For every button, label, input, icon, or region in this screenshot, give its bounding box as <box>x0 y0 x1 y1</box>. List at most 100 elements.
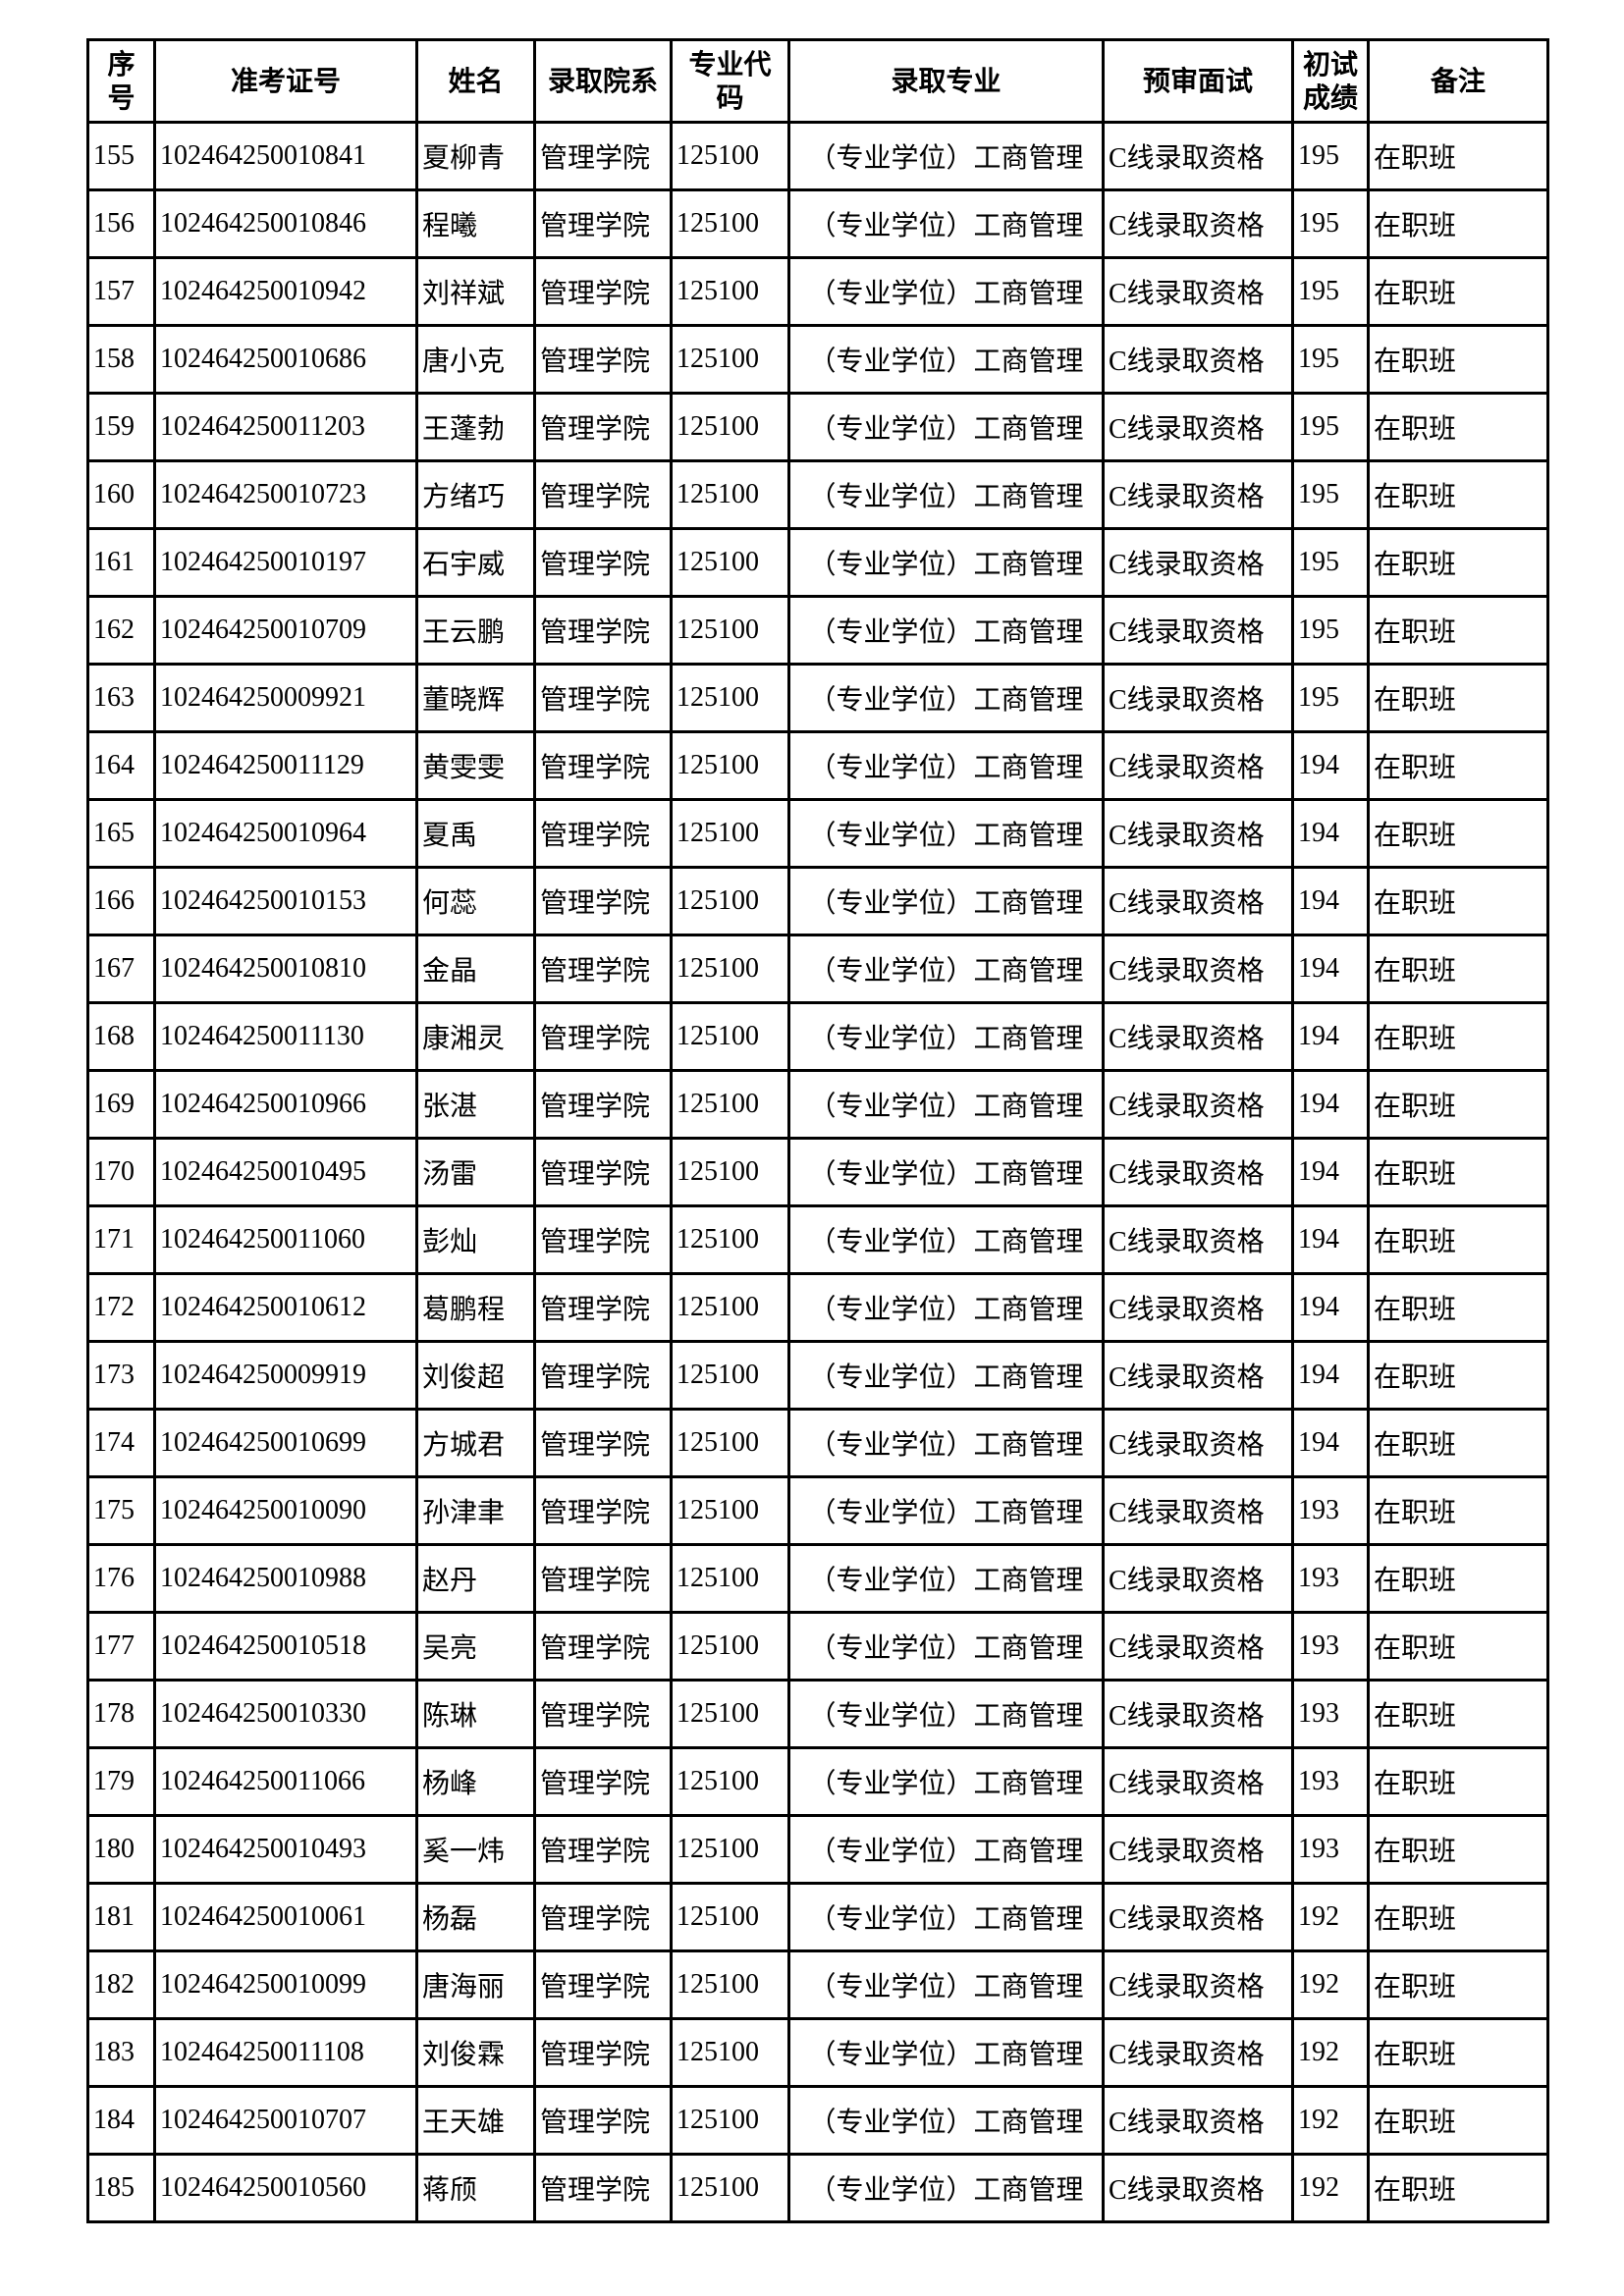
header-name: 姓名 <box>415 38 536 124</box>
cell-name: 何蕊 <box>415 866 536 936</box>
cell-seq-no: 165 <box>86 798 156 869</box>
cell-department: 管理学院 <box>533 1949 673 2020</box>
cell-major: （专业学位）工商管理 <box>787 2017 1105 2088</box>
table-row: 181 102464250010061 杨磊 管理学院 125100 （专业学位）工商管理… <box>86 1882 1549 1952</box>
table-row: 173 102464250009919 刘俊超 管理学院 125100 （专业学位）工商管… <box>86 1340 1549 1411</box>
cell-interview: C线录取资格 <box>1102 1475 1294 1546</box>
cell-score: 194 <box>1291 934 1370 1004</box>
header-remark: 备注 <box>1367 38 1549 124</box>
cell-department: 管理学院 <box>533 798 673 869</box>
cell-score: 194 <box>1291 1069 1370 1140</box>
cell-name: 金晶 <box>415 934 536 1004</box>
cell-name: 赵丹 <box>415 1543 536 1614</box>
cell-score: 194 <box>1291 1340 1370 1411</box>
cell-score: 194 <box>1291 798 1370 869</box>
header-label: 姓名 <box>448 64 504 97</box>
cell-score: 193 <box>1291 1543 1370 1614</box>
cell-remark: 在职班 <box>1367 730 1549 801</box>
header-label: 录取专业 <box>891 64 1001 97</box>
cell-exam-id: 102464250010197 <box>153 527 418 598</box>
cell-name: 董晓辉 <box>415 663 536 733</box>
cell-interview: C线录取资格 <box>1102 866 1294 936</box>
cell-name: 王天雄 <box>415 2085 536 2156</box>
cell-exam-id: 102464250010841 <box>153 121 418 191</box>
cell-name: 石宇威 <box>415 527 536 598</box>
cell-seq-no: 177 <box>86 1611 156 1682</box>
cell-major: （专业学位）工商管理 <box>787 2153 1105 2223</box>
cell-name: 唐小克 <box>415 324 536 395</box>
cell-exam-id: 102464250010330 <box>153 1679 418 1749</box>
cell-remark: 在职班 <box>1367 1408 1549 1478</box>
cell-major-code: 125100 <box>670 1340 790 1411</box>
cell-remark: 在职班 <box>1367 663 1549 733</box>
cell-interview: C线录取资格 <box>1102 1069 1294 1140</box>
cell-department: 管理学院 <box>533 663 673 733</box>
cell-exam-id: 102464250010723 <box>153 459 418 530</box>
cell-exam-id: 102464250010709 <box>153 595 418 666</box>
cell-remark: 在职班 <box>1367 1746 1549 1817</box>
cell-score: 194 <box>1291 1204 1370 1275</box>
cell-department: 管理学院 <box>533 1001 673 1072</box>
table-row: 158 102464250010686 唐小克 管理学院 125100 （专业学位）工商管… <box>86 324 1549 395</box>
header-label: 录取院系 <box>547 64 658 97</box>
cell-remark: 在职班 <box>1367 459 1549 530</box>
cell-interview: C线录取资格 <box>1102 1882 1294 1952</box>
cell-exam-id: 102464250010061 <box>153 1882 418 1952</box>
table-row: 184 102464250010707 王天雄 管理学院 125100 （专业学位）工商管… <box>86 2085 1549 2156</box>
cell-remark: 在职班 <box>1367 934 1549 1004</box>
cell-remark: 在职班 <box>1367 527 1549 598</box>
cell-seq-no: 160 <box>86 459 156 530</box>
cell-department: 管理学院 <box>533 1408 673 1478</box>
table-row: 182 102464250010099 唐海丽 管理学院 125100 （专业学位）工商管… <box>86 1949 1549 2020</box>
cell-department: 管理学院 <box>533 866 673 936</box>
cell-remark: 在职班 <box>1367 1272 1549 1343</box>
cell-seq-no: 185 <box>86 2153 156 2223</box>
cell-major-code: 125100 <box>670 1137 790 1207</box>
cell-score: 195 <box>1291 256 1370 327</box>
header-major-code: 专业代码 <box>670 38 790 124</box>
table-row: 172 102464250010612 葛鹏程 管理学院 125100 （专业学位）工商管… <box>86 1272 1549 1343</box>
cell-interview: C线录取资格 <box>1102 392 1294 462</box>
cell-interview: C线录取资格 <box>1102 1949 1294 2020</box>
cell-name: 孙津聿 <box>415 1475 536 1546</box>
table-row: 168 102464250011130 康湘灵 管理学院 125100 （专业学位）工商管… <box>86 1001 1549 1072</box>
cell-score: 195 <box>1291 392 1370 462</box>
table-row: 165 102464250010964 夏禹 管理学院 125100 （专业学位）工商管理… <box>86 798 1549 869</box>
cell-remark: 在职班 <box>1367 2085 1549 2156</box>
cell-major-code: 125100 <box>670 2017 790 2088</box>
cell-major-code: 125100 <box>670 1882 790 1952</box>
cell-department: 管理学院 <box>533 1069 673 1140</box>
header-label: 初试成绩 <box>1302 47 1358 114</box>
cell-seq-no: 173 <box>86 1340 156 1411</box>
cell-exam-id: 102464250009919 <box>153 1340 418 1411</box>
table-row: 174 102464250010699 方城君 管理学院 125100 （专业学位）工商管… <box>86 1408 1549 1478</box>
cell-seq-no: 172 <box>86 1272 156 1343</box>
cell-name: 康湘灵 <box>415 1001 536 1072</box>
cell-exam-id: 102464250010699 <box>153 1408 418 1478</box>
cell-interview: C线录取资格 <box>1102 1814 1294 1885</box>
cell-name: 刘俊霖 <box>415 2017 536 2088</box>
cell-exam-id: 102464250010099 <box>153 1949 418 2020</box>
cell-department: 管理学院 <box>533 1814 673 1885</box>
cell-seq-no: 175 <box>86 1475 156 1546</box>
cell-seq-no: 180 <box>86 1814 156 1885</box>
cell-major: （专业学位）工商管理 <box>787 1882 1105 1952</box>
table-row: 159 102464250011203 王蓬勃 管理学院 125100 （专业学位）工商管… <box>86 392 1549 462</box>
cell-department: 管理学院 <box>533 934 673 1004</box>
table-row: 176 102464250010988 赵丹 管理学院 125100 （专业学位）工商管理… <box>86 1543 1549 1614</box>
cell-major: （专业学位）工商管理 <box>787 866 1105 936</box>
cell-name: 刘俊超 <box>415 1340 536 1411</box>
header-interview: 预审面试 <box>1102 38 1294 124</box>
cell-major-code: 125100 <box>670 2153 790 2223</box>
header-score: 初试成绩 <box>1291 38 1370 124</box>
cell-score: 195 <box>1291 188 1370 259</box>
cell-department: 管理学院 <box>533 527 673 598</box>
cell-remark: 在职班 <box>1367 1340 1549 1411</box>
cell-major-code: 125100 <box>670 1611 790 1682</box>
cell-major-code: 125100 <box>670 121 790 191</box>
cell-major: （专业学位）工商管理 <box>787 392 1105 462</box>
cell-interview: C线录取资格 <box>1102 527 1294 598</box>
cell-department: 管理学院 <box>533 595 673 666</box>
cell-seq-no: 181 <box>86 1882 156 1952</box>
cell-major: （专业学位）工商管理 <box>787 1137 1105 1207</box>
